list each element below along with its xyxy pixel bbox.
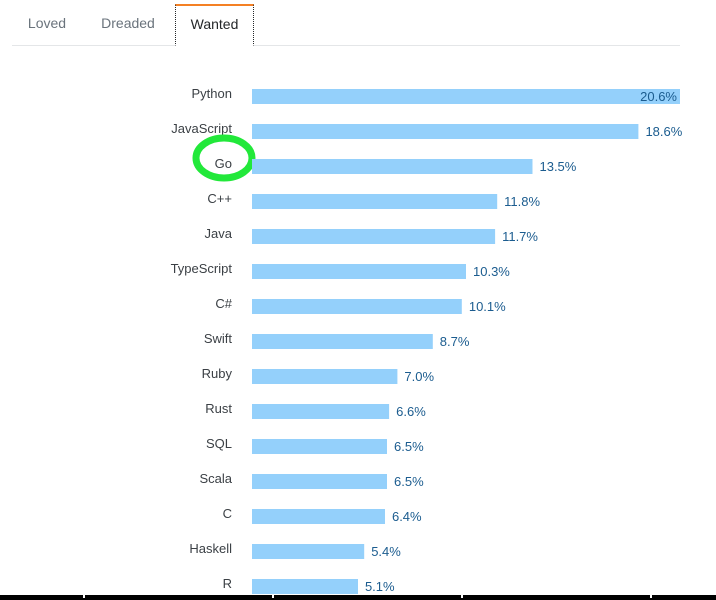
value-label-sql: 6.5% xyxy=(394,439,424,454)
category-label-c: C++ xyxy=(207,191,232,206)
category-label-c: C# xyxy=(215,296,232,311)
value-label-c: 11.8% xyxy=(504,194,540,209)
bar-rust[interactable] xyxy=(252,404,390,419)
bar-sql[interactable] xyxy=(252,439,387,454)
bar-c[interactable] xyxy=(252,299,462,314)
category-label-scala: Scala xyxy=(199,471,232,486)
category-label-sql: SQL xyxy=(206,436,232,451)
bar-python[interactable] xyxy=(252,89,680,104)
value-label-javascript: 18.6% xyxy=(645,124,682,139)
value-label-r: 5.1% xyxy=(365,579,395,594)
category-label-typescript: TypeScript xyxy=(171,261,233,276)
category-label-java: Java xyxy=(205,226,233,241)
bottom-tick xyxy=(83,595,85,598)
value-label-c: 10.1% xyxy=(469,299,506,314)
bar-javascript[interactable] xyxy=(252,124,639,139)
value-label-scala: 6.5% xyxy=(394,474,424,489)
category-label-javascript: JavaScript xyxy=(171,121,232,136)
value-label-typescript: 10.3% xyxy=(473,264,510,279)
bottom-tick xyxy=(650,595,652,598)
highlight-circle xyxy=(192,134,256,182)
value-label-rust: 6.6% xyxy=(396,404,426,419)
value-label-java: 11.7% xyxy=(502,229,538,244)
tab-wanted[interactable]: Wanted xyxy=(175,4,254,46)
value-label-c: 6.4% xyxy=(392,509,422,524)
tab-loved[interactable]: Loved xyxy=(27,15,67,31)
bottom-scrollbar xyxy=(0,595,716,600)
bar-c[interactable] xyxy=(252,194,498,209)
bar-go[interactable] xyxy=(252,159,533,174)
value-label-go: 13.5% xyxy=(539,159,576,174)
bar-haskell[interactable] xyxy=(252,544,365,559)
value-label-swift: 8.7% xyxy=(440,334,470,349)
bar-scala[interactable] xyxy=(252,474,387,489)
bar-java[interactable] xyxy=(252,229,496,244)
bar-typescript[interactable] xyxy=(252,264,466,279)
category-label-r: R xyxy=(223,576,232,591)
value-label-python: 20.6% xyxy=(640,89,677,104)
category-label-ruby: Ruby xyxy=(202,366,233,381)
tab-dreaded[interactable]: Dreaded xyxy=(101,15,155,31)
bar-c[interactable] xyxy=(252,509,385,524)
category-label-swift: Swift xyxy=(204,331,233,346)
bottom-tick xyxy=(272,595,274,598)
tab-bar: Loved Dreaded Wanted xyxy=(12,0,680,46)
value-label-ruby: 7.0% xyxy=(404,369,434,384)
category-label-python: Python xyxy=(192,86,232,101)
category-label-haskell: Haskell xyxy=(189,541,232,556)
value-label-haskell: 5.4% xyxy=(371,544,401,559)
bar-swift[interactable] xyxy=(252,334,433,349)
category-label-c: C xyxy=(223,506,232,521)
category-label-go: Go xyxy=(215,156,232,171)
category-label-rust: Rust xyxy=(205,401,232,416)
bar-r[interactable] xyxy=(252,579,358,594)
bottom-tick xyxy=(461,595,463,598)
bar-ruby[interactable] xyxy=(252,369,398,384)
